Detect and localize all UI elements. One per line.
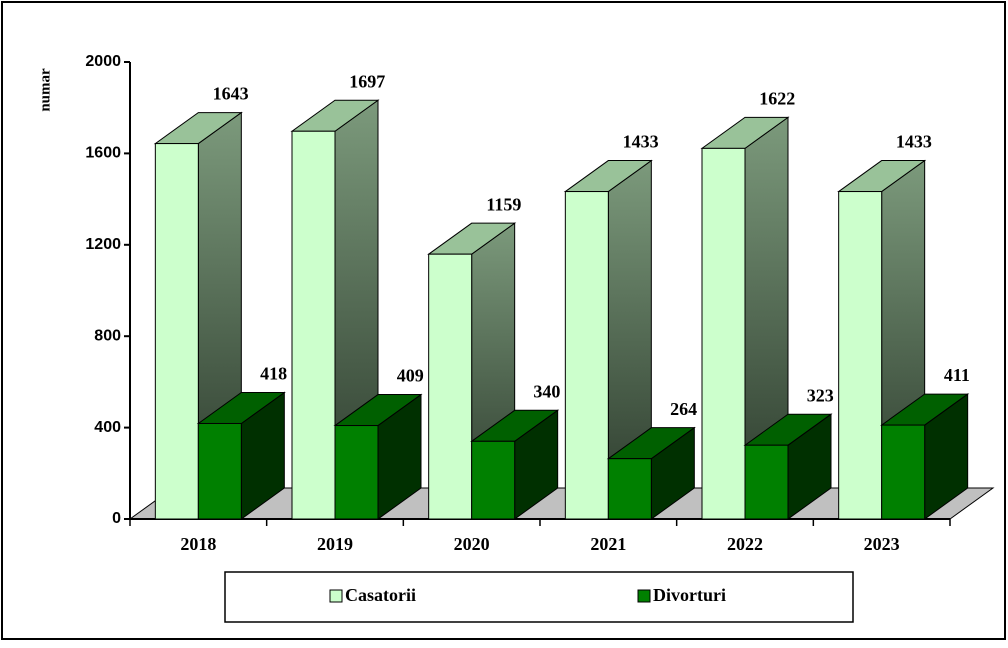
x-tick-label: 2022: [727, 534, 763, 554]
bar-front: [564, 191, 609, 520]
value-label: 1433: [896, 132, 932, 152]
bar: [743, 413, 833, 520]
bar-front: [291, 130, 336, 520]
bar-front: [744, 444, 789, 520]
bar: [470, 409, 560, 520]
y-tick-label: 400: [94, 419, 121, 436]
y-tick-label: 0: [112, 510, 121, 527]
bar-front: [701, 147, 746, 520]
legend-swatch: [329, 589, 343, 603]
y-tick-label: 2000: [85, 53, 121, 70]
bar-front: [334, 425, 379, 520]
y-tick-label: 800: [94, 327, 121, 344]
value-label: 1697: [349, 71, 385, 91]
value-label: 323: [807, 385, 834, 405]
bar: [606, 426, 696, 520]
legend: [224, 571, 854, 623]
bar-front: [838, 191, 883, 520]
legend-label: Divorturi: [653, 585, 726, 605]
bar: [290, 99, 380, 520]
y-axis-label: numar: [37, 68, 53, 112]
bar-front: [197, 422, 242, 520]
value-label: 411: [944, 365, 970, 385]
bar: [333, 393, 423, 520]
legend-swatch: [637, 589, 651, 603]
bar-front: [607, 458, 652, 520]
bar-front: [881, 424, 926, 520]
value-label: 409: [397, 366, 424, 386]
value-label: 264: [670, 399, 697, 419]
y-tick-label: 1200: [85, 236, 121, 253]
value-label: 1643: [213, 84, 249, 104]
x-tick-label: 2020: [454, 534, 490, 554]
bar-front: [428, 253, 473, 520]
value-label: 340: [533, 381, 560, 401]
legend-label: Casatorii: [345, 585, 416, 605]
x-tick-label: 2019: [317, 534, 353, 554]
bar: [563, 159, 653, 520]
x-tick-label: 2021: [590, 534, 626, 554]
value-label: 418: [260, 364, 287, 384]
value-label: 1433: [623, 132, 659, 152]
bar-front: [471, 440, 516, 520]
x-tick-label: 2023: [864, 534, 900, 554]
value-label: 1622: [759, 88, 795, 108]
bar: [880, 393, 970, 520]
bar: [196, 391, 286, 520]
bar-front: [154, 143, 199, 520]
y-tick-label: 1600: [85, 145, 121, 162]
x-tick-label: 2018: [180, 534, 216, 554]
bar: [700, 116, 790, 520]
value-label: 1159: [486, 194, 521, 214]
